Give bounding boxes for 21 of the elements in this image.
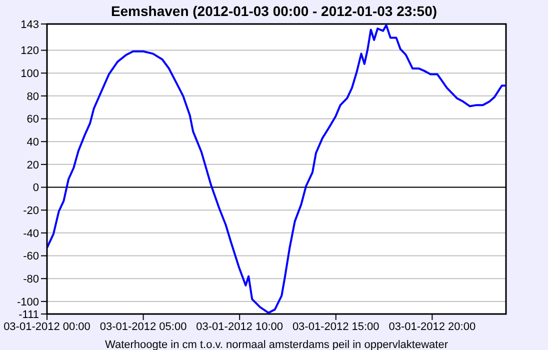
- y-tick-label: 80: [26, 90, 39, 103]
- y-tick-label: 0: [32, 182, 39, 194]
- x-axis-title: Waterhoogte in cm t.o.v. normaal amsterdams peil in oppervlaktewater: [105, 339, 448, 350]
- y-tick-label: 40: [26, 136, 39, 149]
- y-tick-label: -100: [16, 296, 39, 308]
- y-tick-label: -111: [18, 308, 39, 321]
- y-tick-label: -80: [23, 274, 39, 286]
- y-tick-label: -60: [23, 250, 39, 263]
- y-tick-label: 143: [20, 18, 39, 31]
- x-tick-label: 03-01-2012 00:00: [4, 320, 90, 333]
- x-tick-label: 03-01-2012 20:00: [388, 320, 476, 333]
- x-tick-label: 03-01-2012 15:00: [292, 320, 380, 333]
- y-tick-label: 20: [26, 159, 39, 172]
- chart-title: Eemshaven (2012-01-03 00:00 - 2012-01-03 23:50): [110, 3, 438, 19]
- y-tick-label: 100: [20, 68, 39, 80]
- y-tick-label: -20: [23, 205, 39, 218]
- y-tick-label: 120: [20, 45, 39, 58]
- y-tick-label: -40: [23, 228, 39, 240]
- y-tick-label: 60: [26, 114, 39, 126]
- x-tick-label: 03-01-2012 05:00: [100, 320, 187, 333]
- x-tick-label: 03-01-2012 10:00: [196, 320, 284, 333]
